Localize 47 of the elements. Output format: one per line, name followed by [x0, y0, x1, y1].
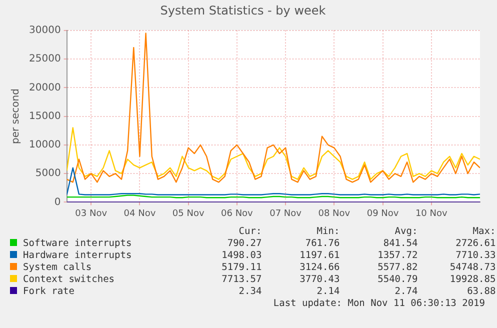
x-tick-label: 05 Nov — [172, 208, 205, 219]
text: 761.76 — [304, 238, 340, 250]
legend-label: Software interrupts — [22, 238, 132, 250]
legend-label: System calls — [22, 262, 93, 274]
text: 7710.33 — [454, 250, 496, 262]
text: 2.14 — [316, 286, 340, 298]
text: 2726.61 — [454, 238, 496, 250]
x-tick-label: 10 Nov — [415, 208, 448, 219]
text: 1197.61 — [298, 250, 340, 262]
y-tick-label: 10000 — [29, 140, 61, 151]
text: 2.34 — [238, 286, 262, 298]
text: 841.54 — [382, 238, 418, 250]
text: Cur: — [238, 226, 262, 238]
text: Avg: — [394, 226, 418, 238]
text: Max: — [472, 226, 496, 238]
text: 7713.57 — [220, 274, 262, 286]
text: 790.27 — [226, 238, 262, 250]
y-tick-label: 15000 — [29, 110, 61, 122]
y-tick-label: 0 — [54, 196, 61, 208]
x-tick-label: 08 Nov — [318, 208, 351, 219]
chart-title: System Statistics - by week — [160, 3, 326, 18]
legend-label: Fork rate — [22, 286, 76, 298]
text: 5540.79 — [376, 274, 418, 286]
text: 3124.66 — [298, 262, 340, 274]
text: 2.74 — [394, 286, 418, 298]
y-axis-title: per second — [10, 88, 22, 144]
text: 54748.73 — [448, 262, 496, 274]
y-tick-label: 20000 — [29, 82, 61, 94]
x-tick-label: 03 Nov — [75, 208, 108, 219]
text: 1498.03 — [220, 250, 262, 262]
y-tick-label: 25000 — [29, 54, 61, 65]
x-tick-label: 06 Nov — [221, 208, 254, 219]
x-tick-label: 07 Nov — [270, 208, 302, 219]
text: 5179.11 — [220, 262, 262, 274]
text: Min: — [316, 226, 340, 238]
text: 1357.72 — [376, 250, 418, 262]
legend-label: Hardware interrupts — [22, 250, 132, 262]
text: 3770.43 — [298, 274, 340, 286]
text: 19928.85 — [448, 274, 496, 286]
x-tick-label: 09 Nov — [366, 208, 400, 219]
legend-label: Context switches — [22, 274, 116, 286]
x-tick-label: 04 Nov — [124, 208, 156, 219]
y-tick-label: 30000 — [29, 24, 61, 36]
text: 63.88 — [466, 286, 496, 298]
y-tick-label: 5000 — [35, 168, 61, 180]
text: 5577.82 — [376, 262, 418, 274]
text: Last update: Mon Nov 11 06:30:13 2019 — [273, 298, 485, 309]
